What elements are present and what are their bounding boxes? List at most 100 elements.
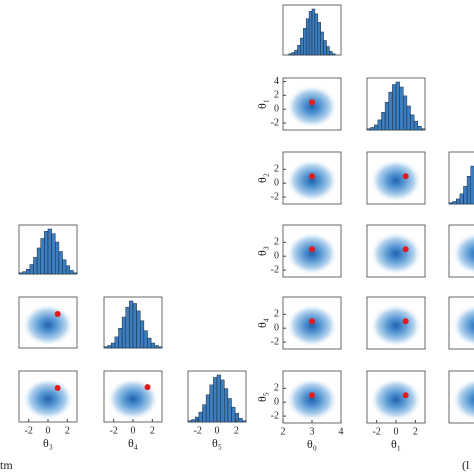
histogram-bar (231, 406, 236, 423)
density-cloud (451, 304, 474, 348)
histogram-bar (73, 272, 78, 275)
histogram-bar (297, 45, 301, 56)
caption-fragment: tm (0, 458, 13, 472)
y-axis-label: θ₃ (255, 246, 269, 256)
histogram-bar (147, 337, 152, 349)
histogram-bar (374, 124, 379, 131)
histogram-bar (377, 119, 382, 131)
histogram-bar (143, 330, 148, 349)
x-axis-label: θ₁ (391, 437, 401, 451)
histogram-bar (202, 404, 207, 423)
histogram-bar (47, 228, 52, 275)
histogram-bar (323, 40, 327, 56)
histogram-bar (329, 51, 333, 56)
histogram-bar (36, 247, 41, 275)
x-tick-label: -2 (24, 425, 32, 436)
histogram-bar (317, 22, 321, 56)
histogram-bar (129, 300, 134, 349)
histogram-bar (26, 269, 31, 275)
histogram-bar (51, 233, 56, 275)
x-tick-label: 2 (150, 425, 155, 436)
y-tick-label: -2 (271, 336, 279, 347)
histogram-bar (150, 342, 155, 349)
histogram-bar (111, 342, 116, 349)
histogram-bar (421, 128, 426, 131)
x-tick-label: -2 (109, 425, 117, 436)
x-axis-label: θ₅ (212, 436, 222, 450)
histogram-bar (103, 346, 108, 349)
x-axis-label: θ₀ (307, 437, 317, 451)
density-cloud (106, 377, 160, 421)
histogram-bar (69, 270, 74, 275)
y-axis-label: θ₂ (255, 173, 269, 183)
histogram-bar (403, 95, 408, 131)
histogram-bar (107, 345, 112, 349)
y-tick-label: -2 (271, 117, 279, 128)
reference-point (144, 384, 151, 391)
density-cloud (21, 377, 75, 421)
histogram-bar (44, 231, 49, 275)
reference-point (309, 392, 315, 399)
y-tick-label: 2 (274, 309, 279, 320)
histogram-bar (58, 251, 63, 275)
histogram-bar (381, 112, 386, 131)
y-tick-label: 2 (274, 164, 279, 175)
histogram-bar (395, 81, 400, 131)
histogram-bar (366, 128, 371, 131)
histogram-bar (370, 127, 375, 131)
histogram-bar (40, 238, 45, 275)
density-cloud (369, 377, 423, 422)
histogram-bar (314, 13, 319, 56)
x-tick-label: -2 (193, 425, 201, 436)
histogram-bar (384, 101, 389, 131)
x-axis-label: θ₄ (128, 436, 138, 450)
reference-point (54, 385, 61, 391)
density-cloud (369, 158, 423, 203)
histogram-bar (65, 265, 70, 275)
x-tick-label: 0 (131, 425, 136, 436)
histogram-bar (18, 272, 23, 275)
reference-point (309, 246, 315, 253)
y-tick-label: 0 (274, 177, 279, 188)
histogram-bar (114, 336, 119, 349)
x-tick-label: 4 (339, 426, 344, 437)
histogram-bar (242, 420, 247, 423)
histogram-bar (470, 165, 474, 205)
histogram-bar (118, 327, 123, 349)
density-cloud (285, 84, 339, 129)
reference-point (309, 99, 315, 106)
histogram-bar (326, 46, 330, 56)
density-cloud (369, 231, 423, 276)
density-cloud (285, 231, 339, 276)
histogram-bar (216, 374, 221, 423)
histogram-bar (154, 345, 159, 349)
histogram-bar (320, 31, 324, 56)
histogram-bar (417, 125, 422, 131)
histogram-bar (410, 114, 415, 131)
y-axis-label: θ₄ (255, 318, 269, 328)
x-tick-label: 2 (413, 426, 418, 437)
histogram-bar (234, 413, 239, 423)
density-cloud (21, 303, 75, 347)
histogram-bar (466, 175, 471, 205)
reference-point (402, 246, 409, 253)
histogram-bar (62, 259, 67, 275)
density-cloud (451, 378, 474, 422)
histogram-bar (300, 37, 304, 56)
histogram-bar (388, 91, 393, 131)
reference-point (309, 318, 315, 325)
histogram-bar (224, 388, 229, 423)
y-tick-label: 2 (274, 90, 279, 101)
histogram-bar (305, 18, 310, 56)
y-axis-label: θ₅ (255, 392, 269, 402)
y-tick-label: -2 (271, 191, 279, 202)
histogram-bar (413, 120, 418, 131)
y-tick-label: 0 (274, 103, 279, 114)
caption-fragment: (l (462, 458, 470, 472)
histogram-bar (209, 384, 214, 423)
y-tick-label: 0 (274, 396, 279, 407)
x-tick-label: 2 (281, 426, 286, 437)
reference-point (309, 173, 315, 180)
histogram-bar (198, 411, 203, 423)
